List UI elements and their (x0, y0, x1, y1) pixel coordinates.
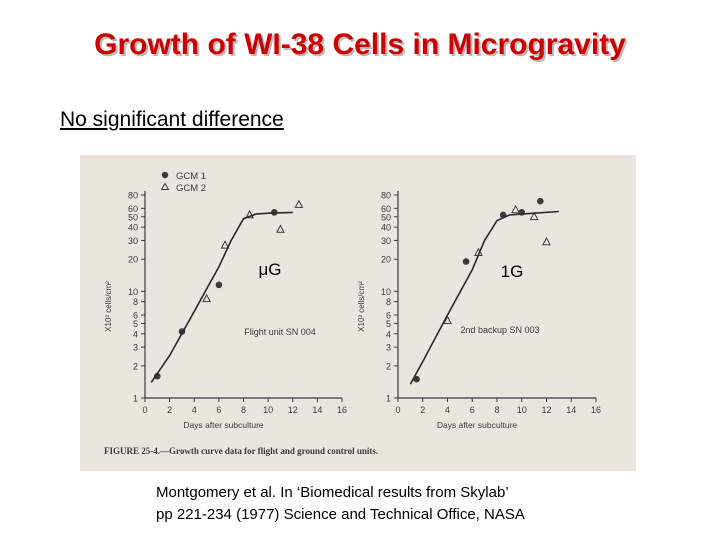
slide-subtitle: No significant difference (60, 108, 284, 131)
growth-curve-line (409, 210, 559, 385)
data-point-gcm1 (462, 258, 470, 265)
data-point-gcm1 (413, 375, 420, 383)
citation: Montgomery et al. In ‘Biomedical results… (156, 482, 525, 526)
y-tick-label: 1 (386, 394, 391, 404)
x-tick-label: 14 (312, 405, 322, 415)
growth-curve-line (150, 211, 293, 383)
y-axis-label: X10³ cells/cm² (357, 281, 366, 332)
data-point-gcm2 (542, 236, 551, 246)
x-tick-label: 16 (337, 405, 347, 415)
y-tick-label: 5 (133, 319, 138, 329)
x-tick-label: 12 (288, 405, 298, 415)
y-tick-label: 40 (381, 223, 391, 233)
x-tick-label: 10 (517, 405, 527, 415)
x-tick-label: 6 (470, 405, 475, 415)
figure-caption: FIGURE 25-4.—Growth curve data for fligh… (104, 446, 378, 456)
y-tick-label: 10 (381, 287, 391, 297)
data-point-gcm2 (202, 293, 211, 303)
data-point-gcm1 (537, 197, 544, 205)
x-tick-label: 4 (192, 405, 197, 415)
x-tick-label: 6 (216, 405, 221, 415)
y-tick-label: 60 (128, 204, 138, 214)
y-tick-label: 30 (128, 236, 138, 246)
y-tick-label: 50 (381, 212, 391, 222)
x-tick-label: 0 (395, 405, 400, 415)
legend: GCM 1 GCM 2 (160, 171, 206, 194)
x-tick-label: 16 (591, 405, 601, 415)
y-tick-label: 4 (133, 329, 138, 339)
panel-label: 1G (501, 262, 524, 281)
y-tick-label: 30 (381, 236, 391, 246)
citation-line-1: Montgomery et al. In ‘Biomedical results… (156, 484, 509, 501)
panel-annotation: 2nd backup SN 003 (460, 325, 539, 335)
x-tick-label: 2 (420, 405, 425, 415)
y-tick-label: 20 (128, 255, 138, 265)
legend-label-gcm1: GCM 1 (176, 171, 206, 182)
x-tick-label: 0 (142, 405, 147, 415)
y-tick-label: 1 (133, 394, 138, 404)
legend-triangle-marker (160, 182, 170, 190)
data-point-gcm2 (276, 224, 285, 233)
x-axis-label: Days after subculture (183, 420, 264, 430)
x-tick-label: 14 (566, 405, 576, 415)
data-point-gcm2 (529, 211, 539, 221)
panel-label: μG (258, 260, 281, 279)
y-tick-label: 8 (133, 297, 138, 307)
y-tick-label: 3 (133, 343, 138, 353)
y-tick-label: 5 (386, 319, 391, 329)
y-tick-label: 2 (386, 361, 391, 371)
y-tick-label: 2 (133, 361, 138, 371)
x-tick-label: 2 (167, 405, 172, 415)
y-tick-label: 10 (128, 287, 138, 297)
y-tick-label: 3 (386, 343, 391, 353)
y-tick-label: 50 (128, 212, 138, 222)
x-tick-label: 10 (263, 405, 273, 415)
y-tick-label: 80 (128, 191, 138, 201)
citation-line-2: pp 221-234 (1977) Science and Technical … (156, 506, 525, 523)
y-axis-label: X10³ cells/cm² (104, 281, 113, 332)
y-tick-label: 4 (386, 329, 391, 339)
x-tick-label: 8 (241, 405, 246, 415)
data-point-gcm2 (245, 209, 255, 219)
panel-annotation: Flight unit SN 004 (244, 327, 316, 337)
legend-label-gcm2: GCM 2 (176, 183, 206, 194)
x-tick-label: 12 (541, 405, 551, 415)
data-point-gcm1 (215, 281, 223, 289)
y-tick-label: 60 (381, 204, 391, 214)
legend-circle-marker (161, 171, 169, 179)
data-point-gcm2 (511, 204, 520, 214)
data-point-gcm2 (220, 240, 230, 249)
y-tick-label: 8 (386, 297, 391, 307)
x-tick-label: 4 (445, 405, 450, 415)
x-axis-label: Days after subculture (437, 420, 518, 430)
y-tick-label: 40 (128, 223, 138, 233)
y-tick-label: 6 (386, 310, 391, 320)
x-tick-label: 8 (494, 405, 499, 415)
y-tick-label: 6 (133, 310, 138, 320)
y-tick-label: 80 (381, 191, 391, 201)
data-point-gcm2 (294, 199, 304, 208)
y-tick-label: 20 (381, 255, 391, 265)
scanned-figure: GCM 1 GCM 2 1 2 3 4 5 6 8 10 20 30 40 50 60 80 0 2 4 6 8 10… (80, 155, 636, 471)
slide-title: Growth of WI-38 Cells in Microgravity (94, 28, 626, 61)
data-point-gcm2 (443, 315, 452, 325)
